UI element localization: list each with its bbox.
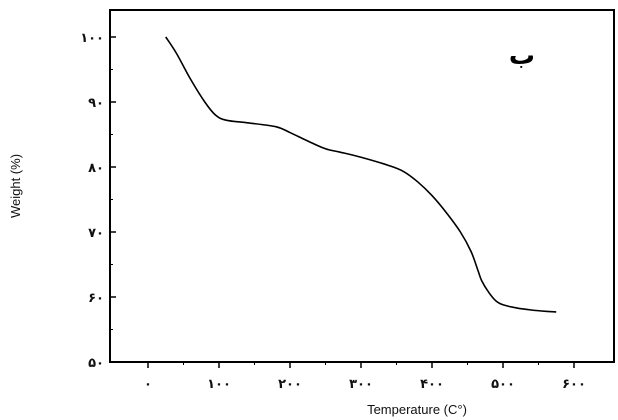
y-tick-label: ۹۰	[88, 96, 104, 111]
x-axis-ticks: ۰ ۱۰۰ ۲۰۰ ۳۰۰ ۴۰۰ ۵۰۰ ۶۰۰	[144, 362, 586, 392]
x-tick-label: ۵۰۰	[491, 377, 515, 392]
y-tick-label: ۷۰	[88, 226, 104, 241]
x-tick-label: ۳۰۰	[349, 377, 373, 392]
y-tick-label: ۶۰	[88, 291, 104, 306]
y-tick-label: ۸۰	[88, 161, 104, 176]
x-axis-title: Temperature (C°)	[367, 402, 467, 417]
plot-frame	[109, 9, 615, 363]
weight-loss-curve	[165, 36, 557, 313]
y-axis-ticks: ۵۰ ۶۰ ۷۰ ۸۰ ۹۰ ۱۰۰	[80, 31, 116, 371]
x-tick-label: ۴۰۰	[420, 377, 444, 392]
x-tick-label: ۱۰۰	[207, 377, 231, 392]
x-tick-label: ۰	[144, 377, 152, 392]
y-tick-label: ۵۰	[88, 356, 104, 371]
y-tick-label: ۱۰۰	[80, 31, 104, 46]
x-tick-label: ۶۰۰	[562, 377, 586, 392]
y-axis-title: Weight (%)	[8, 154, 23, 218]
x-tick-label: ۲۰۰	[278, 377, 302, 392]
panel-label: ب	[509, 41, 535, 71]
